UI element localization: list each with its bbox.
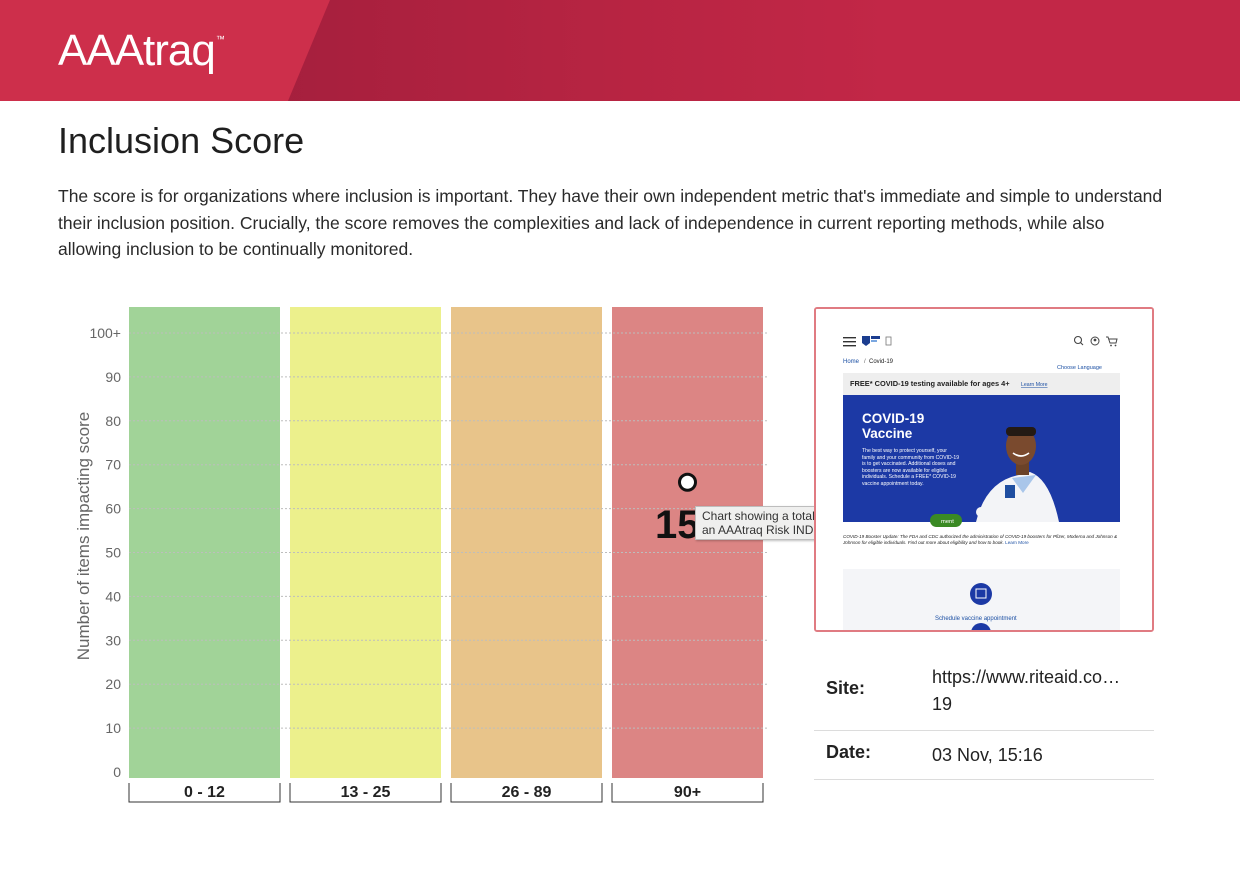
info-row-date: Date: 03 Nov, 15:16: [814, 731, 1154, 780]
y-tick-label: 70: [105, 457, 121, 473]
score-band-3: [451, 307, 602, 778]
y-tick-label: 40: [105, 588, 121, 604]
score-band-1: [129, 307, 280, 778]
thumb-choose-language: Choose Language: [1057, 365, 1102, 371]
scan-info-table: Site: https://www.riteaid.com/covid-19 19…: [814, 652, 1154, 780]
y-tick-label: 60: [105, 501, 121, 517]
site-url-tail: 19: [932, 694, 953, 714]
site-value[interactable]: https://www.riteaid.com/covid-19 19: [932, 652, 1132, 730]
hamburger-menu-icon: [843, 337, 856, 347]
page-description: The score is for organizations where inc…: [58, 186, 1163, 259]
x-band-bracket: [450, 783, 603, 803]
thumb-breadcrumb-page: Covid-19: [869, 359, 894, 365]
header-accent-left: [0, 0, 330, 101]
thumb-pharmacist-photo: [976, 427, 1059, 522]
chart-canvas: 0 10 20 30 40 50 60 70 80 90 100+ Number of items i…: [74, 307, 768, 803]
date-label: Date:: [826, 742, 872, 762]
thumb-hero-title-2: Vaccine: [862, 426, 913, 441]
thumb-breadcrumb-home: Home: [843, 359, 860, 365]
thumb-schedule-label: Schedule vaccine appointment: [935, 616, 1017, 622]
x-band-label: 26 - 89: [502, 784, 552, 801]
site-url-text: https://www.riteaid.com/covid-19: [932, 667, 1132, 687]
score-value-label: 15: [655, 503, 700, 547]
thumb-next-circle: [971, 623, 991, 630]
thumb-hero: [843, 395, 1120, 522]
thumb-hero-body: The best way to protect yourself, your f…: [862, 448, 959, 487]
thumb-hero-cta-button: [930, 514, 962, 527]
y-tick-label: 10: [105, 720, 121, 736]
account-icon: [1090, 336, 1100, 346]
y-tick-label: 0: [113, 764, 121, 780]
thumbnail-image: Home / Covid-19 Choose Language FREE* CO…: [816, 309, 1152, 630]
thumb-breadcrumb-separator: /: [864, 359, 866, 365]
score-band-2: [290, 307, 441, 778]
y-tick-label: 50: [105, 545, 121, 561]
thumb-banner: [843, 373, 1120, 395]
search-icon: [1073, 335, 1083, 345]
calendar-icon: [970, 583, 992, 605]
score-data-point: [678, 472, 697, 492]
header-accent-band: [288, 0, 890, 101]
x-band-bracket: [611, 783, 764, 803]
app-header: AAAtraq™: [0, 0, 1240, 101]
thumb-booster-update: COVID-19 Booster Update: The FDA and CDC…: [843, 534, 1117, 545]
thumb-banner-learn-more: Learn More: [1021, 382, 1048, 388]
trademark-mark: ™: [215, 34, 225, 44]
thumb-hero-title-1: COVID-19: [862, 411, 924, 426]
y-tick-label: 20: [105, 676, 121, 692]
x-band-label: 90+: [674, 784, 701, 801]
page-title: Inclusion Score: [58, 120, 305, 161]
cart-icon: [1106, 336, 1118, 344]
site-screenshot-thumbnail[interactable]: Home / Covid-19 Choose Language FREE* CO…: [814, 307, 1154, 632]
aaatraq-logo[interactable]: AAAtraq™: [58, 26, 225, 76]
x-band-bracket: [289, 783, 442, 803]
thumb-hero-cta-text: ment: [941, 519, 954, 525]
date-value: 03 Nov, 15:16: [932, 745, 1043, 765]
inclusion-score-chart: 0 10 20 30 40 50 60 70 80 90 100+ Number of items i…: [60, 296, 780, 816]
y-tick-label: 90: [105, 369, 121, 385]
y-tick-label: 100+: [89, 325, 121, 341]
info-row-site: Site: https://www.riteaid.com/covid-19 19: [814, 652, 1154, 731]
y-axis-label: Number of items impacting score: [74, 412, 93, 660]
y-tick-label: 30: [105, 632, 121, 648]
thumb-banner-text: FREE* COVID-19 testing available for age…: [850, 379, 1010, 388]
logo-text: AAAtraq: [58, 26, 216, 75]
riteaid-logo: [862, 336, 880, 346]
x-band-label: 13 - 25: [341, 784, 391, 801]
x-band-label: 0 - 12: [184, 784, 225, 801]
score-band-4: [612, 307, 763, 778]
store-icon: [885, 336, 892, 346]
x-band-bracket: [128, 783, 281, 803]
site-label: Site:: [826, 678, 866, 698]
y-tick-label: 80: [105, 413, 121, 429]
